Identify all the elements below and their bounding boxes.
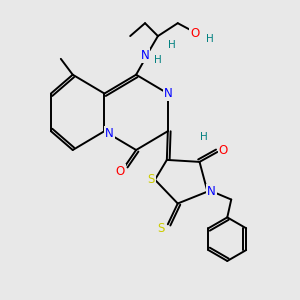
Text: N: N [164,87,172,100]
Text: S: S [157,222,165,235]
Text: N: N [105,127,114,140]
Text: N: N [141,50,149,62]
Text: H: H [154,55,162,65]
Text: N: N [207,185,216,198]
Text: H: H [206,34,213,44]
Text: H: H [200,132,207,142]
Text: H: H [168,40,176,50]
Text: S: S [147,173,155,186]
Text: O: O [190,27,199,40]
Text: O: O [219,143,228,157]
Text: O: O [116,165,125,178]
